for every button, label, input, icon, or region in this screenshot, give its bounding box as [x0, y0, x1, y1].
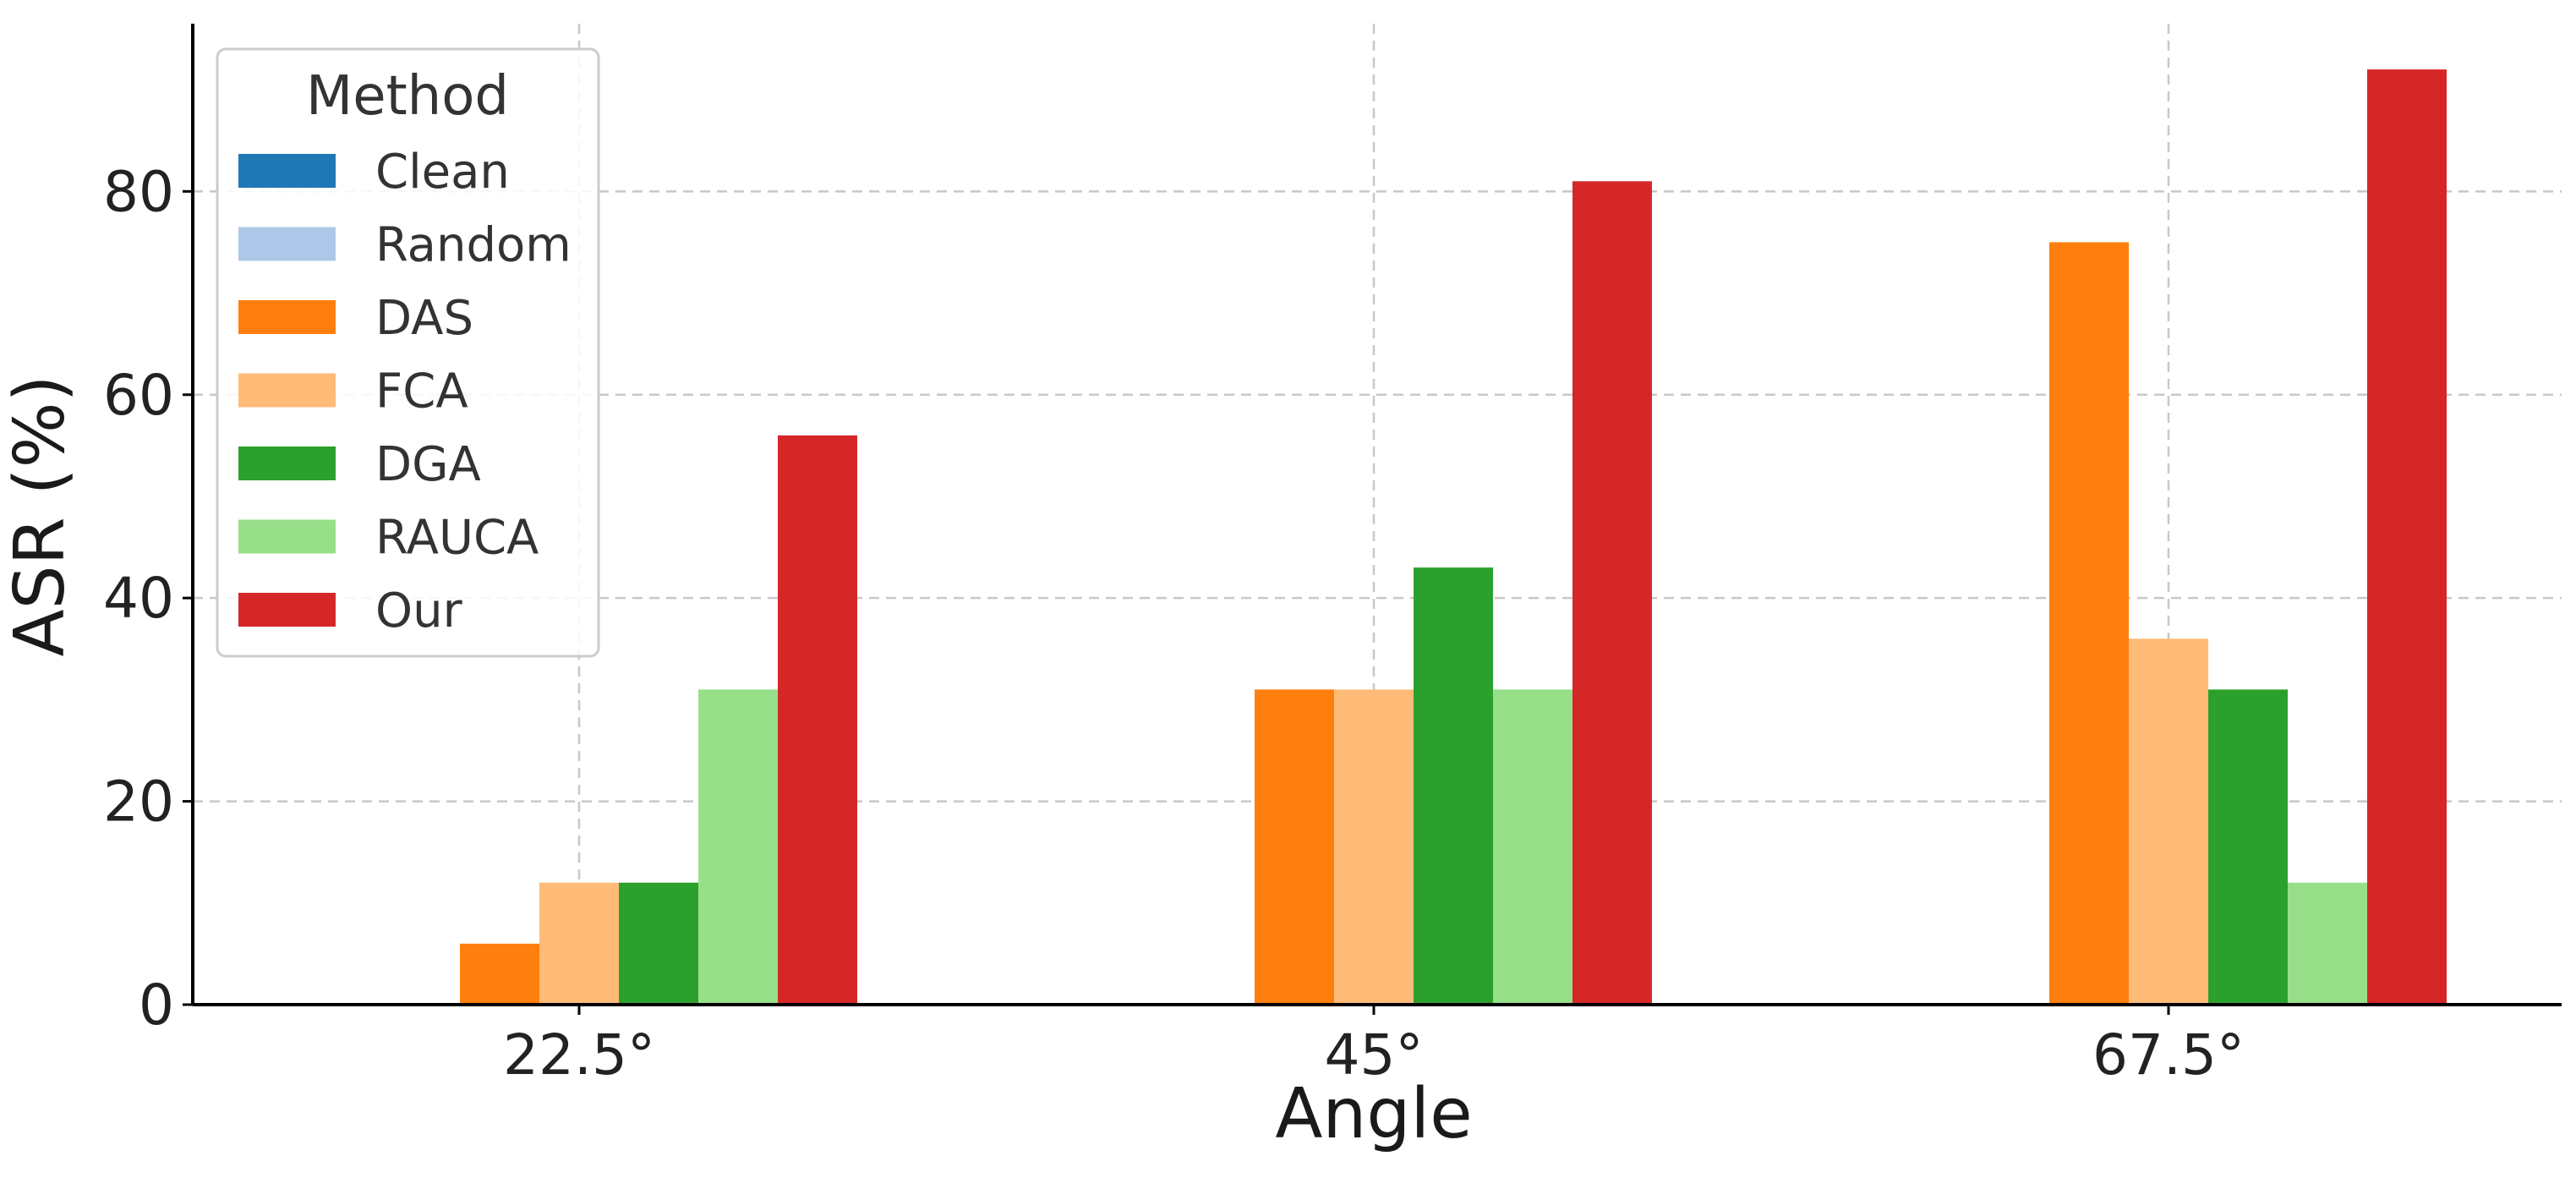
bar-dga-0 — [619, 882, 698, 1005]
bar-fca-2 — [2129, 638, 2208, 1005]
y-tick-label: 80 — [103, 159, 174, 224]
x-tick-label: 45° — [1325, 1022, 1424, 1088]
legend-frame — [216, 47, 600, 658]
bar-our-2 — [2367, 69, 2447, 1005]
legend-label-das: DAS — [375, 291, 473, 346]
bar-rauca-2 — [2288, 882, 2367, 1005]
bar-fca-1 — [1334, 689, 1414, 1005]
legend-label-dga: DGA — [375, 437, 481, 492]
bar-our-1 — [1572, 181, 1652, 1005]
legend-swatch-our — [238, 593, 336, 627]
legend-items: Clean Random DAS FCA DGA RAUCA Our — [238, 145, 572, 638]
x-tick-label: 22.5° — [503, 1022, 655, 1088]
legend-swatch-random — [238, 227, 336, 261]
y-tick-label: 60 — [103, 363, 174, 428]
bar-dga-1 — [1414, 567, 1493, 1005]
y-tick-label: 20 — [103, 770, 174, 835]
bar-our-0 — [778, 435, 857, 1005]
x-axis-label: Angle — [1275, 1074, 1472, 1154]
bar-rauca-1 — [1493, 689, 1572, 1005]
legend-label-fca: FCA — [375, 364, 468, 419]
legend-label-random: Random — [375, 218, 572, 273]
bar-dga-2 — [2208, 689, 2288, 1005]
y-tick-label: 40 — [103, 566, 174, 631]
x-tick-label: 67.5° — [2092, 1022, 2245, 1088]
bar-das-1 — [1255, 689, 1334, 1005]
bar-rauca-0 — [698, 689, 778, 1005]
bar-fca-0 — [539, 882, 619, 1005]
tick-labels: 0 20 40 60 80 22.5° 45° 67.5° — [103, 159, 2245, 1088]
y-axis-label: ASR (%) — [0, 375, 80, 656]
legend-swatch-clean — [238, 154, 336, 188]
bars — [460, 69, 2447, 1005]
legend-swatch-rauca — [238, 519, 336, 554]
legend-label-our: Our — [375, 584, 463, 638]
legend-swatch-das — [238, 300, 336, 334]
legend-label-clean: Clean — [375, 145, 510, 200]
legend-label-rauca: RAUCA — [375, 511, 539, 566]
y-tick-label: 0 — [139, 973, 174, 1038]
legend-swatch-fca — [238, 373, 336, 408]
legend: Method Clean Random DAS FCA DGA RAUCA Our — [216, 47, 600, 658]
bar-das-2 — [2049, 242, 2129, 1005]
axes — [191, 24, 2562, 1006]
legend-swatch-dga — [238, 447, 336, 480]
bar-das-0 — [460, 943, 539, 1005]
legend-title: Method — [306, 65, 509, 128]
